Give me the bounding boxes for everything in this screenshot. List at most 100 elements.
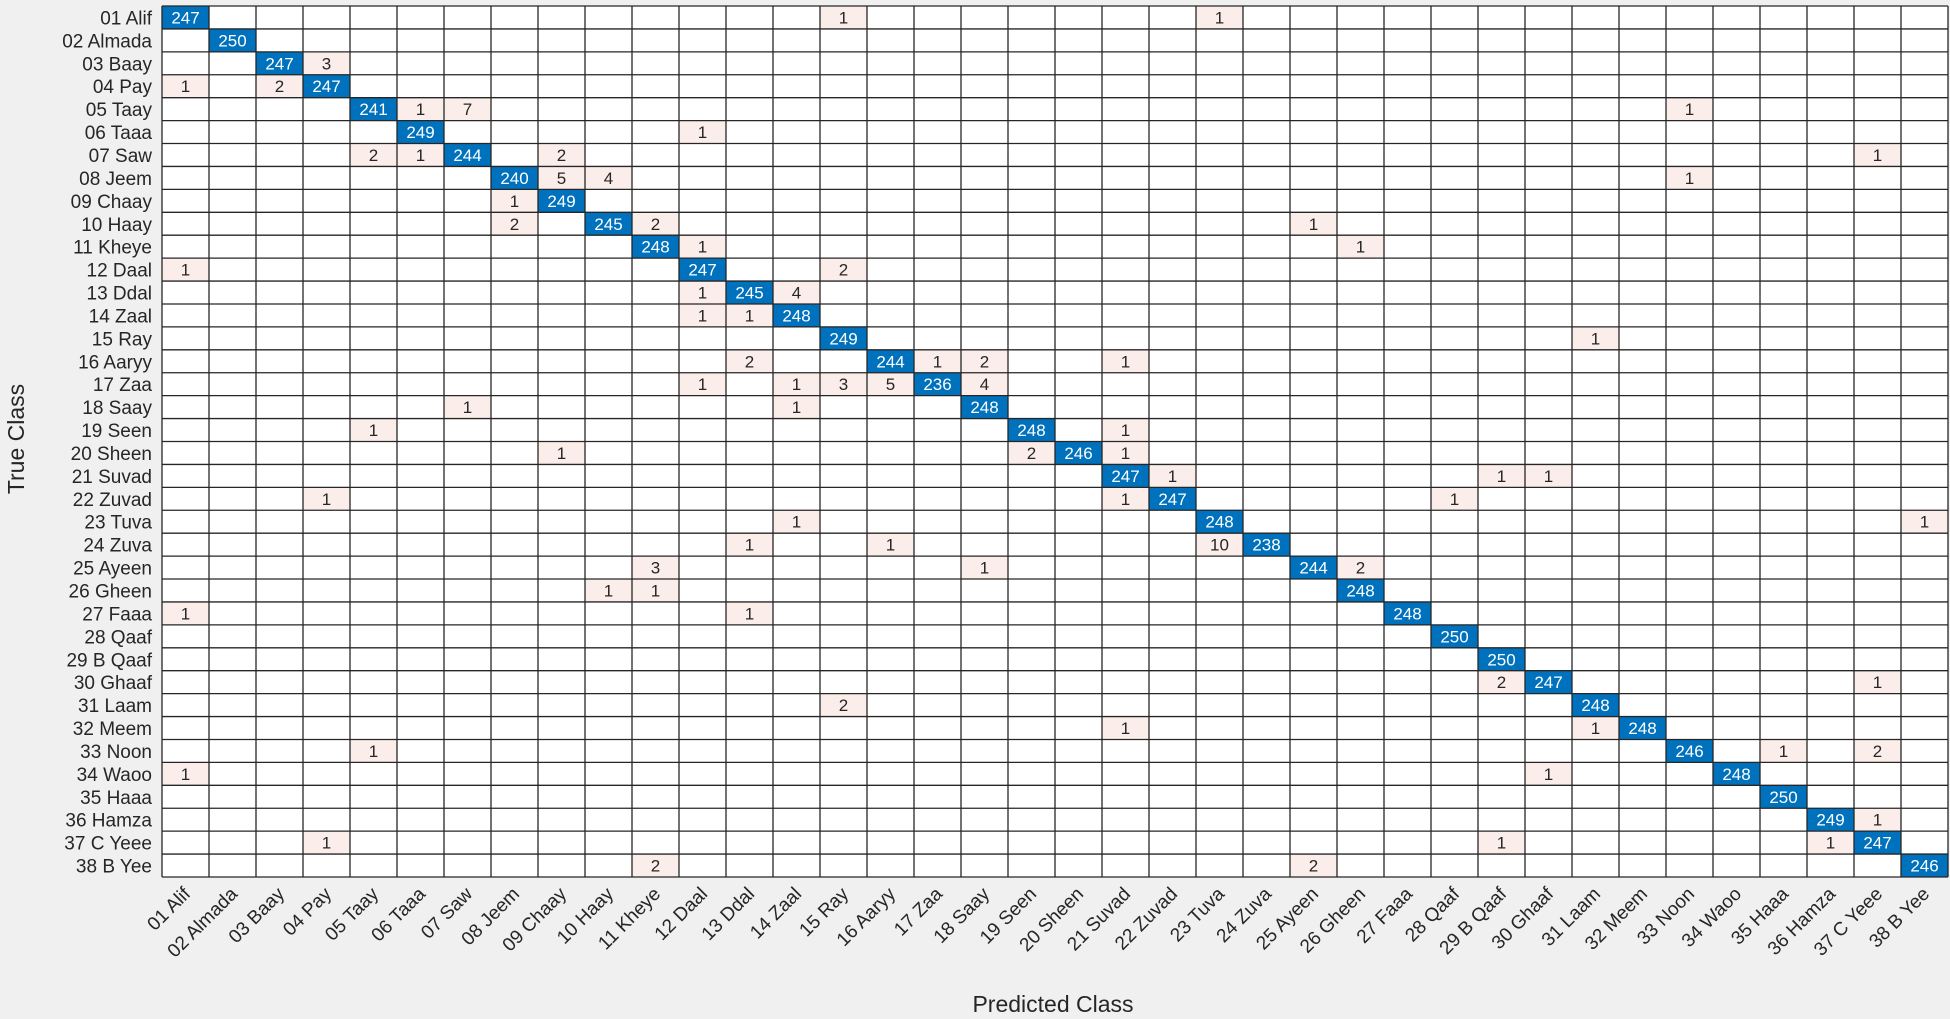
cell-value: 1 [369,742,378,761]
cell-value: 249 [1816,811,1844,830]
cell-value: 248 [1628,719,1656,738]
y-tick-label: 22 Zuvad [73,490,152,511]
cell-value: 247 [1534,673,1562,692]
off-diagonal-cell [1525,762,1572,786]
y-tick-label: 37 C Yeee [64,834,152,855]
matrix-grid [161,5,1949,878]
off-diagonal-cell [914,349,961,373]
cell-value: 3 [651,559,660,578]
cell-value: 1 [1215,8,1224,27]
diagonal-cell [162,6,209,29]
cell-value: 1 [181,77,190,96]
diagonal-cell [1807,808,1854,832]
diagonal-cell [914,372,961,396]
off-diagonal-cell [397,97,444,121]
diagonal-cell [1901,854,1948,877]
diagonal-cell [961,395,1008,419]
off-diagonal-cell [1337,235,1384,259]
y-tick-label: 23 Tuva [84,513,152,534]
cell-value: 4 [980,375,989,394]
diagonal-cell [1196,510,1243,534]
off-diagonal-cell [350,143,397,167]
cell-value: 244 [876,352,904,371]
diagonal-cell [820,326,867,350]
y-tick-label: 29 B Qaaf [66,650,152,671]
cell-value: 247 [265,54,293,73]
cell-value: 247 [1863,834,1891,853]
cell-value: 246 [1910,857,1938,876]
cell-value: 240 [500,169,528,188]
cell-value: 1 [604,581,613,600]
y-tick-label: 08 Jeem [79,169,152,190]
cell-value: 1 [1873,146,1882,165]
y-tick-label: 24 Zuva [83,536,152,557]
y-tick-label: 13 Ddal [87,284,153,305]
cell-value: 3 [322,54,331,73]
off-diagonal-cell [1290,854,1337,877]
diagonal-cell [209,28,256,52]
off-diagonal-cell [632,556,679,580]
off-diagonal-cell [961,349,1008,373]
cell-value: 2 [1873,742,1882,761]
diagonal-cell [1760,785,1807,809]
cell-value: 2 [651,215,660,234]
cell-value: 1 [792,398,801,417]
cell-value: 1 [1920,513,1929,532]
off-diagonal-cell [1854,808,1901,832]
off-diagonal-cell [1666,97,1713,121]
cell-value: 2 [557,146,566,165]
cell-value: 250 [218,31,246,50]
cell-value: 241 [359,100,387,119]
off-diagonal-cell [726,303,773,327]
diagonal-cell [632,235,679,259]
off-diagonal-cell [585,579,632,602]
off-diagonal-cell [491,212,538,236]
cell-value: 248 [1017,421,1045,440]
diagonal-cell [350,97,397,121]
cell-value: 2 [1309,857,1318,876]
cell-value: 246 [1675,742,1703,761]
off-diagonal-cell [773,510,820,534]
cell-value: 249 [547,192,575,211]
cell-value: 1 [698,123,707,142]
off-diagonal-cell [1572,326,1619,350]
cell-value: 1 [1121,719,1130,738]
diagonal-cell [1008,418,1055,442]
diagonal-cell [1713,762,1760,786]
off-diagonal-cell [679,120,726,144]
cell-value: 1 [463,398,472,417]
off-diagonal-cell [679,303,726,327]
off-diagonal-cell [773,395,820,419]
x-axis-label: Predicted Class [972,991,1133,1017]
cell-value: 1 [1591,329,1600,348]
cell-value: 1 [322,834,331,853]
diagonal-cell [303,74,350,98]
off-diagonal-cell [867,533,914,557]
off-diagonal-cell [1102,349,1149,373]
diagonal-cell [397,120,444,144]
cell-value: 2 [275,77,284,96]
cell-value: 250 [1769,788,1797,807]
off-diagonal-cell [773,372,820,396]
diagonal-cell [585,212,632,236]
cell-value: 1 [510,192,519,211]
off-diagonal-cell [303,51,350,75]
cell-value: 3 [839,375,848,394]
y-tick-label: 17 Zaa [93,375,153,396]
off-diagonal-cell [162,762,209,786]
cell-value: 248 [1346,581,1374,600]
cell-value: 2 [369,146,378,165]
cell-value: 248 [641,238,669,257]
y-tick-label: 02 Almada [62,31,152,52]
off-diagonal-cell [679,372,726,396]
cell-value: 1 [1121,444,1130,463]
cell-value: 2 [839,696,848,715]
cell-value: 1 [1121,352,1130,371]
cell-value: 10 [1210,536,1229,555]
diagonal-cell [1384,601,1431,625]
cell-value: 1 [792,513,801,532]
diagonal-cell [1619,716,1666,740]
off-diagonal-cell [1431,487,1478,511]
diagonal-cell [1431,624,1478,648]
cell-value: 1 [181,765,190,784]
